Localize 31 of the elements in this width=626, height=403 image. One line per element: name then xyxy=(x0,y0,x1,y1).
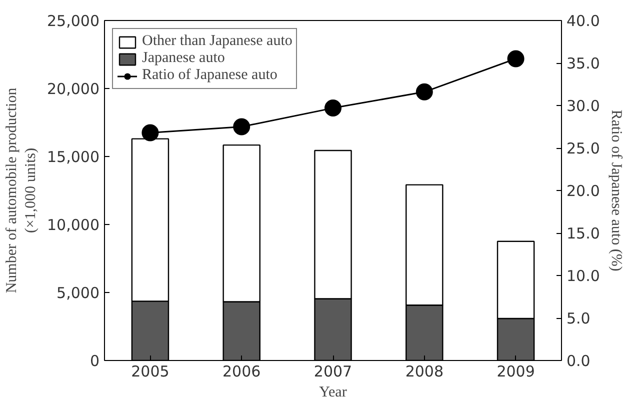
y-tick-label: 10,000 xyxy=(47,216,100,234)
legend-label: Ratio of Japanese auto xyxy=(142,67,278,84)
y-tick-label: 0 xyxy=(90,352,100,370)
y2-tick-label: 15.0 xyxy=(566,224,600,242)
y2-tick-label: 5.0 xyxy=(566,310,590,328)
point xyxy=(507,50,524,68)
y2-tick-label: 30.0 xyxy=(566,97,600,115)
y-axis-title: Number of automobile production (×1,000 units) xyxy=(4,87,40,294)
x-tick-label: 2005 xyxy=(131,362,170,380)
x-axis-title: Year xyxy=(319,384,347,400)
x-tick-label: 2009 xyxy=(496,362,535,380)
legend-label: Other than Japanese auto xyxy=(142,33,292,50)
point xyxy=(416,83,433,100)
y2-tick-label: 0.0 xyxy=(566,352,590,370)
x-tick-label: 2006 xyxy=(222,362,261,380)
y2-tick-label: 25.0 xyxy=(566,140,600,158)
y-tick-label: 25,000 xyxy=(47,12,100,30)
point xyxy=(142,124,159,142)
y2-tick-label: 35.0 xyxy=(566,54,600,72)
x-tick-label: 2007 xyxy=(314,362,352,380)
legend-label: Japanese auto xyxy=(142,50,225,67)
x-tick-label: 2008 xyxy=(405,362,444,380)
point xyxy=(324,100,342,117)
y-tick-label: 5,000 xyxy=(56,284,100,302)
point xyxy=(233,118,250,136)
y2-axis-title: Ratio of Japanese auto (%) xyxy=(608,110,624,272)
y-tick-label: 15,000 xyxy=(47,148,100,166)
y-tick-label: 20,000 xyxy=(47,80,100,98)
y2-tick-label: 20.0 xyxy=(566,182,600,200)
y2-tick-label: 40.0 xyxy=(566,12,600,30)
y2-tick-label: 10.0 xyxy=(566,267,600,285)
